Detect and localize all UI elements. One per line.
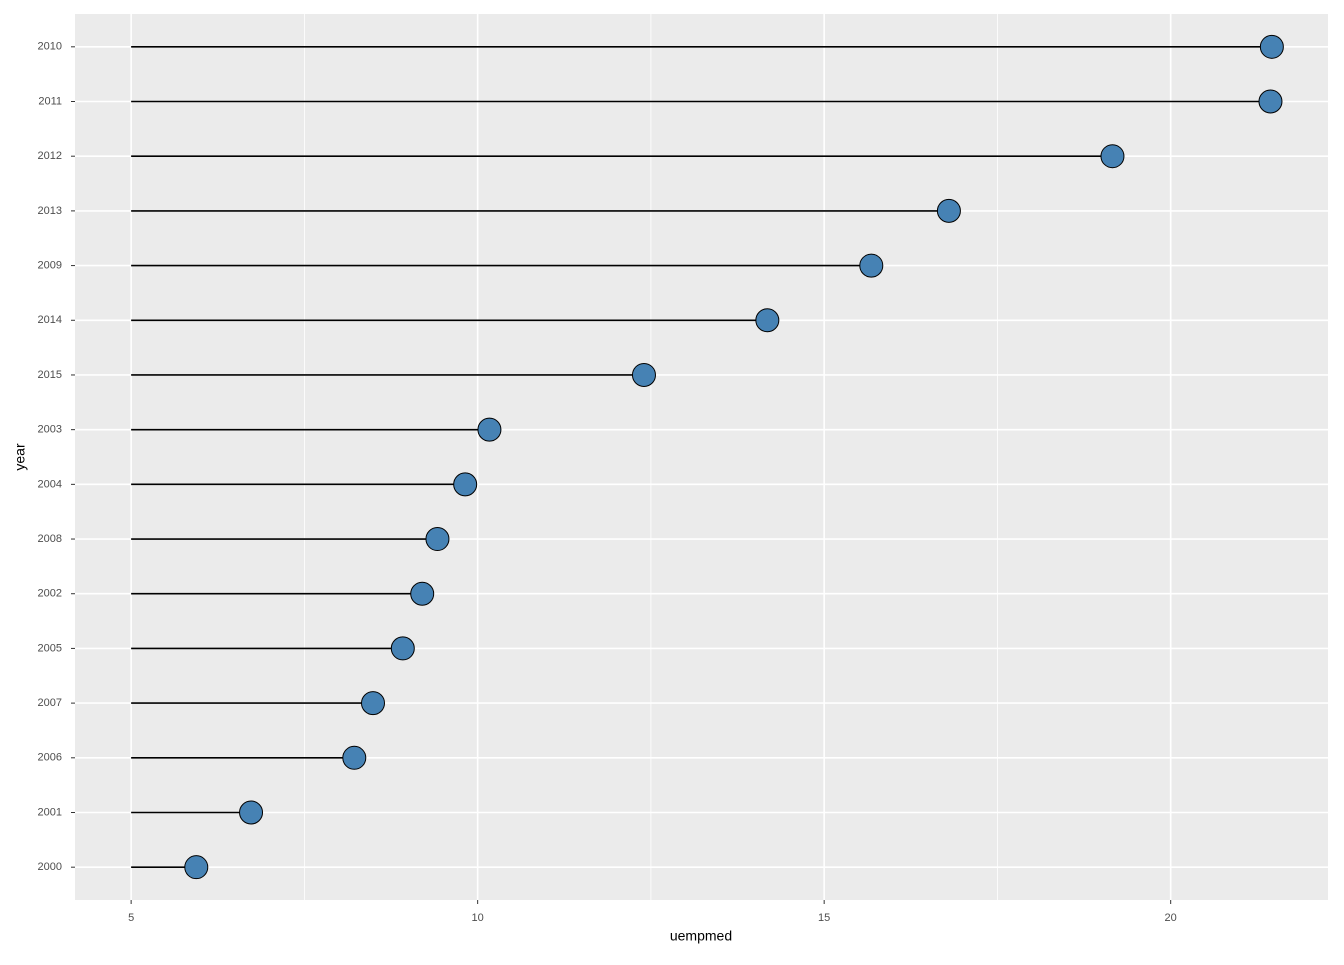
- x-tick-label: 10: [472, 912, 484, 924]
- x-tick-label: 15: [818, 912, 830, 924]
- y-tick-label: 2007: [38, 697, 62, 709]
- point: [936, 198, 961, 223]
- y-tick-label: 2009: [38, 259, 62, 271]
- y-tick-label: 2002: [38, 588, 62, 600]
- y-tick-label: 2011: [38, 95, 62, 107]
- y-tick-label: 2015: [38, 369, 62, 381]
- y-tick-label: 2013: [38, 205, 62, 217]
- x-tick-label: 5: [128, 912, 134, 924]
- y-tick-label: 2006: [38, 752, 62, 764]
- point: [239, 800, 264, 825]
- point: [390, 636, 415, 661]
- y-tick-label: 2010: [38, 41, 62, 53]
- point: [859, 253, 884, 278]
- y-tick-label: 2000: [38, 861, 62, 873]
- y-tick-label: 2001: [38, 806, 62, 818]
- x-axis-title: uempmed: [670, 928, 732, 944]
- point: [1258, 89, 1283, 114]
- y-tick-label: 2004: [38, 478, 62, 490]
- y-tick-label: 2012: [38, 150, 62, 162]
- point: [184, 855, 209, 880]
- x-tick-label: 20: [1165, 912, 1177, 924]
- point: [410, 581, 435, 606]
- point: [631, 362, 656, 387]
- point: [755, 308, 780, 333]
- point: [425, 527, 450, 552]
- point: [1259, 34, 1284, 59]
- panel: [75, 14, 1328, 900]
- y-tick-label: 2003: [38, 424, 62, 436]
- point: [453, 472, 478, 497]
- point: [477, 417, 502, 442]
- y-tick-label: 2014: [38, 314, 62, 326]
- y-axis-title: year: [12, 443, 28, 471]
- y-tick-label: 2008: [38, 533, 62, 545]
- point: [361, 691, 386, 716]
- y-tick-label: 2005: [38, 642, 62, 654]
- point: [1100, 144, 1125, 169]
- point: [342, 745, 367, 770]
